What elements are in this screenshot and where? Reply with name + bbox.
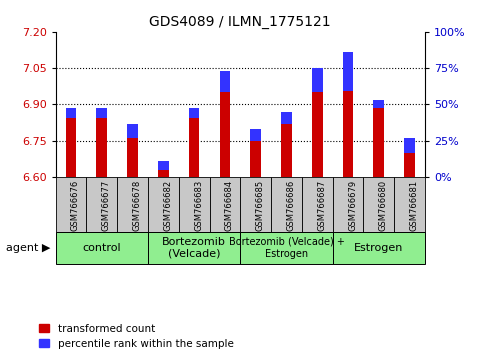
FancyBboxPatch shape — [179, 177, 210, 232]
Bar — [158, 161, 169, 170]
Text: control: control — [83, 243, 121, 253]
Bar — [373, 99, 384, 108]
Bar — [127, 124, 138, 138]
FancyBboxPatch shape — [148, 177, 179, 232]
Bar — [281, 112, 292, 124]
Bar — [312, 68, 323, 92]
Bar — [281, 112, 292, 177]
Legend: transformed count, percentile rank within the sample: transformed count, percentile rank withi… — [39, 324, 234, 349]
Text: Estrogen: Estrogen — [354, 243, 403, 253]
Bar — [189, 108, 199, 177]
FancyBboxPatch shape — [302, 177, 333, 232]
Bar — [96, 108, 107, 177]
Text: GSM766687: GSM766687 — [317, 180, 327, 231]
Bar — [219, 70, 230, 92]
FancyBboxPatch shape — [333, 177, 364, 232]
FancyBboxPatch shape — [394, 177, 425, 232]
Bar — [66, 108, 76, 177]
FancyBboxPatch shape — [271, 177, 302, 232]
Text: GSM766679: GSM766679 — [348, 180, 357, 231]
FancyBboxPatch shape — [86, 177, 117, 232]
Text: GSM766677: GSM766677 — [102, 180, 111, 231]
FancyBboxPatch shape — [148, 232, 240, 264]
Bar — [189, 108, 199, 118]
Text: Bortezomib
(Velcade): Bortezomib (Velcade) — [162, 237, 226, 259]
Text: GSM766682: GSM766682 — [163, 180, 172, 231]
Text: GSM766678: GSM766678 — [132, 180, 142, 231]
Bar — [127, 124, 138, 177]
Bar — [404, 138, 415, 153]
FancyBboxPatch shape — [240, 232, 333, 264]
Bar — [342, 52, 354, 91]
FancyBboxPatch shape — [210, 177, 240, 232]
Text: GSM766676: GSM766676 — [71, 180, 80, 231]
Text: GSM766686: GSM766686 — [286, 180, 296, 231]
FancyBboxPatch shape — [333, 232, 425, 264]
Bar — [250, 129, 261, 177]
Bar — [66, 108, 76, 118]
Bar — [373, 99, 384, 177]
FancyBboxPatch shape — [56, 232, 148, 264]
Text: GSM766680: GSM766680 — [379, 180, 388, 231]
Bar — [158, 161, 169, 177]
Bar — [96, 108, 107, 118]
Bar — [250, 129, 261, 141]
Bar — [219, 70, 230, 177]
Text: GSM766683: GSM766683 — [194, 180, 203, 231]
FancyBboxPatch shape — [56, 177, 86, 232]
FancyBboxPatch shape — [117, 177, 148, 232]
Title: GDS4089 / ILMN_1775121: GDS4089 / ILMN_1775121 — [149, 16, 331, 29]
FancyBboxPatch shape — [364, 177, 394, 232]
Text: GSM766681: GSM766681 — [410, 180, 419, 231]
Bar — [404, 138, 415, 177]
Text: GSM766685: GSM766685 — [256, 180, 265, 231]
Text: agent ▶: agent ▶ — [6, 243, 51, 253]
FancyBboxPatch shape — [240, 177, 271, 232]
Text: GSM766684: GSM766684 — [225, 180, 234, 231]
Text: Bortezomib (Velcade) +
Estrogen: Bortezomib (Velcade) + Estrogen — [228, 237, 344, 259]
Bar — [342, 52, 354, 177]
Bar — [312, 68, 323, 177]
